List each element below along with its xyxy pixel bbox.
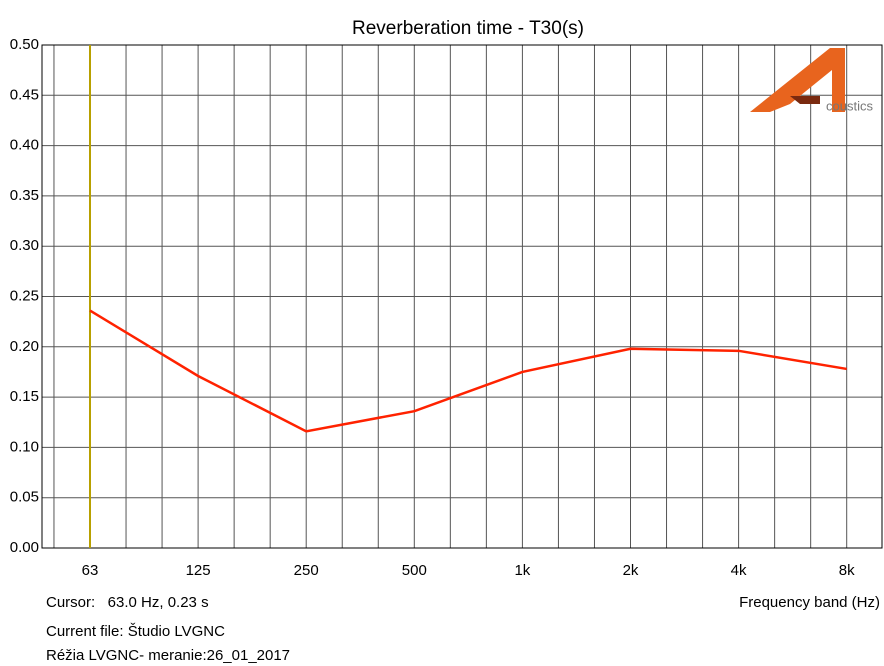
x-tick-label: 125 <box>186 562 211 579</box>
y-tick-label: 0.50 <box>10 36 39 53</box>
y-tick-label: 0.40 <box>10 137 39 154</box>
x-tick-label: 4k <box>731 562 747 579</box>
y-tick-label: 0.10 <box>10 438 39 455</box>
current-file: Current file: Študio LVGNC <box>46 623 225 640</box>
y-tick-label: 0.35 <box>10 187 39 204</box>
x-tick-label: 1k <box>514 562 530 579</box>
logo-shape <box>750 48 845 112</box>
x-tick-label: 8k <box>839 562 855 579</box>
x-tick-label: 250 <box>294 562 319 579</box>
y-tick-label: 0.05 <box>10 489 39 506</box>
x-axis-label: Frequency band (Hz) <box>739 594 880 611</box>
x-tick-label: 2k <box>623 562 639 579</box>
data-line <box>89 309 847 433</box>
y-tick-label: 0.00 <box>10 539 39 556</box>
y-tick-label: 0.30 <box>10 237 39 254</box>
logo-shape <box>790 96 820 104</box>
cursor-readout: Cursor: 63.0 Hz, 0.23 s <box>46 594 209 611</box>
logo: coustics <box>750 48 873 113</box>
logo-text: coustics <box>826 98 873 113</box>
y-tick-label: 0.25 <box>10 287 39 304</box>
x-tick-label: 500 <box>402 562 427 579</box>
x-tick-label: 63 <box>82 562 99 579</box>
y-tick-label: 0.15 <box>10 388 39 405</box>
y-tick-label: 0.45 <box>10 86 39 103</box>
y-tick-label: 0.20 <box>10 338 39 355</box>
chart-title: Reverberation time - T30(s) <box>352 18 584 39</box>
plot-border <box>41 44 883 549</box>
file-note: Réžia LVGNC- meranie:26_01_2017 <box>46 647 290 664</box>
